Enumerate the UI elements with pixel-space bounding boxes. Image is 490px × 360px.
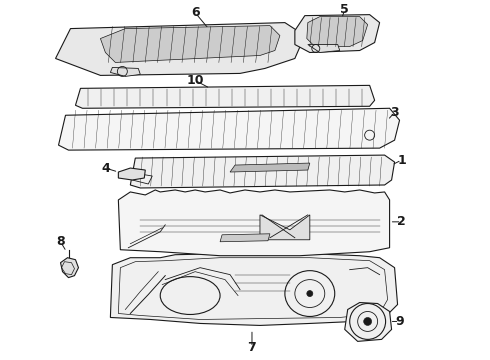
Polygon shape [230,163,310,172]
Circle shape [307,291,313,297]
Text: 5: 5 [341,3,349,16]
Text: 9: 9 [395,315,404,328]
Polygon shape [75,85,375,108]
Polygon shape [130,155,394,188]
Polygon shape [345,302,392,341]
Text: 10: 10 [186,74,204,87]
Polygon shape [308,45,340,53]
Text: 3: 3 [390,106,399,119]
Text: 8: 8 [56,235,65,248]
Text: 7: 7 [247,341,256,354]
Polygon shape [119,190,390,256]
Text: 4: 4 [101,162,110,175]
Polygon shape [110,254,397,325]
Polygon shape [61,258,78,278]
Text: 1: 1 [397,154,406,167]
Polygon shape [295,15,380,53]
Text: 2: 2 [397,215,406,228]
Circle shape [364,318,371,325]
Polygon shape [110,67,140,76]
Polygon shape [260,215,310,240]
Polygon shape [220,234,270,242]
Text: 6: 6 [191,6,199,19]
Polygon shape [119,168,145,180]
Polygon shape [55,23,305,75]
Polygon shape [100,26,280,62]
Polygon shape [58,108,399,150]
Polygon shape [307,17,368,46]
